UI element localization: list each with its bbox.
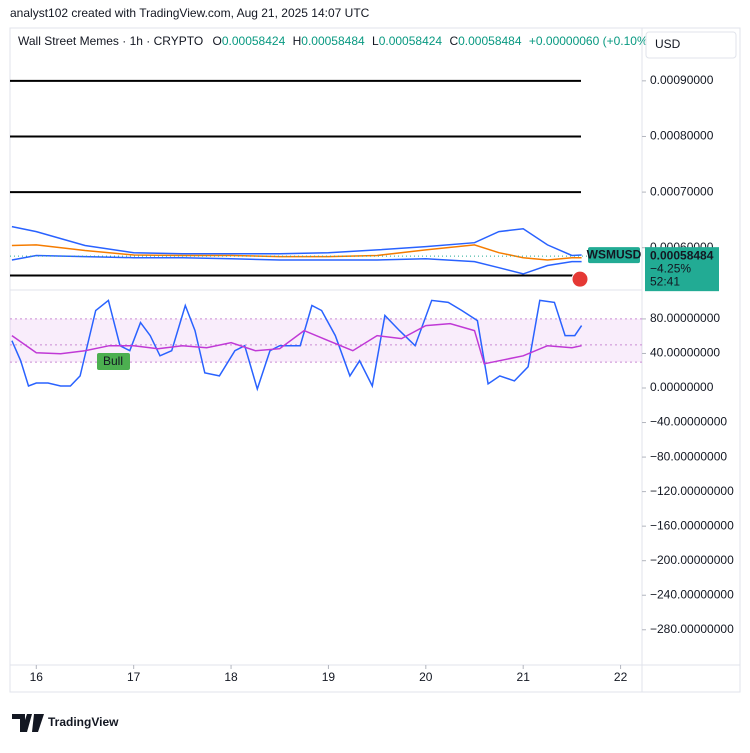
series-line bbox=[11, 322, 582, 365]
brand: TradingView bbox=[48, 715, 119, 729]
change: +0.00000060 (+0.10%) bbox=[529, 34, 652, 48]
y-tick-label: 0.00070000 bbox=[650, 184, 714, 198]
ohlc-label: H bbox=[293, 34, 302, 48]
y-tick-label: 40.00000000 bbox=[650, 346, 720, 360]
x-tick-label: 17 bbox=[127, 670, 141, 684]
ohlc-label: O bbox=[213, 34, 222, 48]
series-line bbox=[11, 254, 582, 275]
symbol-tag-label: WSMUSD bbox=[587, 247, 642, 261]
x-tick-label: 20 bbox=[419, 670, 433, 684]
byline: analyst102 created with TradingView.com,… bbox=[10, 6, 370, 20]
legend-line: Wall Street Memes · 1h · CRYPTO O0.00058… bbox=[18, 34, 652, 48]
symbol: Wall Street Memes · 1h · CRYPTO bbox=[18, 34, 203, 48]
ohlc-value: 0.00058484 bbox=[301, 34, 365, 48]
y-tick-label: 0.00090000 bbox=[650, 73, 714, 87]
x-tick-label: 18 bbox=[224, 670, 238, 684]
x-tick-label: 19 bbox=[322, 670, 336, 684]
y-tick-label: −240.00000000 bbox=[650, 587, 734, 601]
currency-button[interactable] bbox=[645, 31, 737, 59]
ohlc-value: 0.00058424 bbox=[379, 34, 443, 48]
price-tag bbox=[645, 247, 719, 292]
ohlc-value: 0.00058424 bbox=[222, 34, 286, 48]
y-tick-label: 80.00000000 bbox=[650, 311, 720, 325]
price-tag-change: −4.25% bbox=[650, 261, 691, 275]
y-tick-label: 0.00000000 bbox=[650, 380, 714, 394]
x-tick-label: 22 bbox=[614, 670, 628, 684]
logo: TradingView bbox=[12, 714, 119, 732]
price-tag-countdown: 52:41 bbox=[650, 274, 680, 288]
ohlc-value: 0.00058484 bbox=[458, 34, 522, 48]
symbol-tag bbox=[588, 247, 640, 264]
series-line bbox=[11, 299, 583, 392]
y-tick-label: −200.00000000 bbox=[650, 553, 734, 567]
y-tick-label: −160.00000000 bbox=[650, 518, 734, 532]
signal-label-box bbox=[97, 353, 130, 370]
y-tick-label: −80.00000000 bbox=[650, 449, 727, 463]
y-tick-label: 0.00080000 bbox=[650, 129, 714, 143]
y-tick-label: −40.00000000 bbox=[650, 415, 727, 429]
logo-mark bbox=[12, 714, 44, 732]
price-tag-value: 0.00058484 bbox=[650, 248, 714, 262]
signal-label: Bull bbox=[103, 354, 123, 368]
y-tick-label: −280.00000000 bbox=[650, 622, 734, 636]
ohlc-label: C bbox=[449, 34, 458, 48]
series-line bbox=[11, 225, 582, 257]
flag-icon bbox=[571, 270, 589, 288]
series-line bbox=[11, 244, 582, 261]
ohlc-label: L bbox=[372, 34, 379, 48]
chart-frame bbox=[9, 27, 741, 693]
x-tick-label: 16 bbox=[30, 670, 44, 684]
x-tick-label: 21 bbox=[517, 670, 531, 684]
y-tick-label: −120.00000000 bbox=[650, 484, 734, 498]
currency: USD bbox=[655, 37, 681, 51]
